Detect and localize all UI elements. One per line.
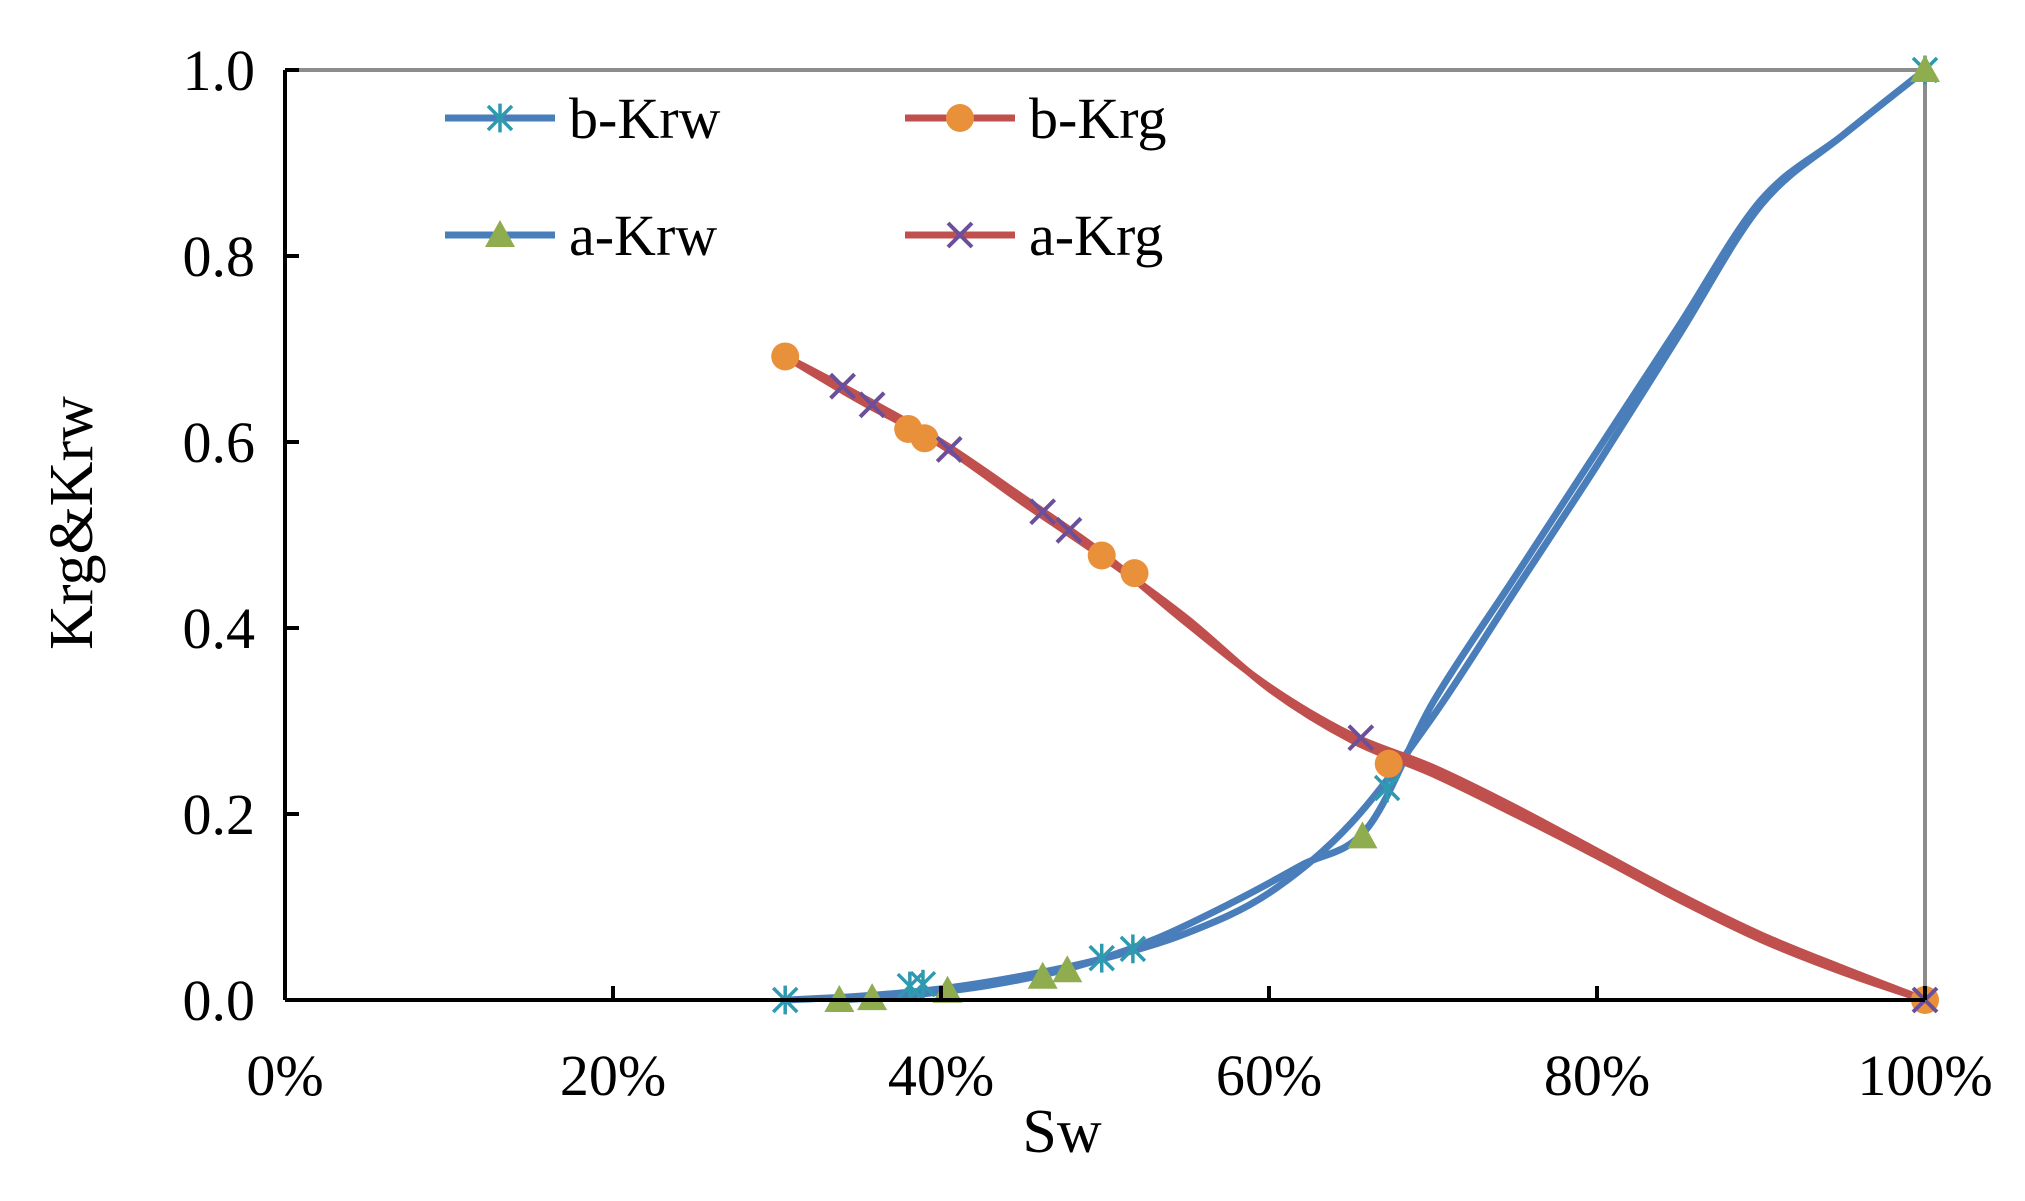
axes [283,68,1927,1002]
series-marker-a-krg-3-stroke-b [1029,498,1057,526]
series-marker-b-krw-2 [909,969,937,999]
y-tick-label-5: 1.0 [183,38,256,103]
x-axis-title: Sw [1022,1098,1101,1166]
tick-labels: 0.0 0.2 0.4 0.6 0.8 1.0 0% 20% 40% 60% 80% 100% [183,38,1993,1108]
series-marker-a-krg-3 [1029,498,1057,526]
series-marker-a-krg-0 [829,372,857,400]
legend-label-b-krg: b-Krg [1029,86,1166,151]
series-marker-b-krg-5 [1374,749,1403,778]
series-marker-a-krg-1 [858,391,886,419]
y-tick-label-4: 0.8 [183,224,256,289]
series-marker-b-krg-2 [910,424,939,453]
series-marker-a-krg-2 [935,436,963,463]
y-tick-label-0: 0.0 [183,968,256,1033]
series-marker-a-krg-4-stroke-b [1055,516,1083,544]
series-marker-a-krw-5 [1347,821,1378,849]
plot-frame [285,68,1927,1000]
legend: b-Krw a-Krw b-Krg a-Krg [445,86,1166,268]
series-marker-a-krg-5-stroke-b [1347,724,1375,752]
x-tick-label-5: 100% [1857,1043,1992,1108]
legend-marker-a-krw [485,220,515,247]
legend-marker-a-krg [946,221,974,249]
series-marker-b-krw-4 [1119,934,1147,964]
series-markers [771,55,1940,1015]
legend-marker-a-krg-stroke-b [946,221,974,249]
y-tick-label-1: 0.2 [183,782,256,847]
x-tick-label-2: 40% [888,1043,994,1108]
series-marker-a-krw-3 [1027,961,1058,989]
series-marker-b-krg-3 [1087,541,1116,570]
series-marker-a-krw-6 [1910,55,1940,82]
legend-label-b-krw: b-Krw [569,86,721,151]
series-marker-b-krg-0 [771,342,800,371]
x-tick-label-0: 0% [246,1043,323,1108]
y-tick-label-2: 0.4 [183,596,256,661]
y-axis-title: Krg&Krw [38,396,106,650]
x-tick-label-3: 60% [1216,1043,1322,1108]
x-tick-label-1: 20% [560,1043,666,1108]
series-line-a-krg [781,352,1929,1004]
series-marker-b-krw-3 [1088,943,1115,973]
legend-marker-b-krw [486,103,514,133]
series-marker-a-krg-2-stroke-b [935,436,963,463]
series-marker-a-krg-5 [1347,724,1375,752]
series-marker-b-krg-4 [1120,559,1149,588]
series-marker-a-krg-1-stroke-b [858,391,886,419]
series-marker-a-krg-0-stroke-b [829,372,857,400]
y-tick-label-3: 0.6 [183,410,256,475]
series-marker-b-krw-5 [1373,773,1401,803]
series-marker-a-krw-4 [1052,955,1083,983]
x-tick-label-4: 80% [1544,1043,1650,1108]
legend-label-a-krg: a-Krg [1029,203,1163,268]
series-marker-a-krg-4 [1055,516,1083,544]
legend-marker-b-krg [946,104,974,132]
series-marker-a-krw-1 [857,983,888,1011]
legend-label-a-krw: a-Krw [569,203,717,268]
